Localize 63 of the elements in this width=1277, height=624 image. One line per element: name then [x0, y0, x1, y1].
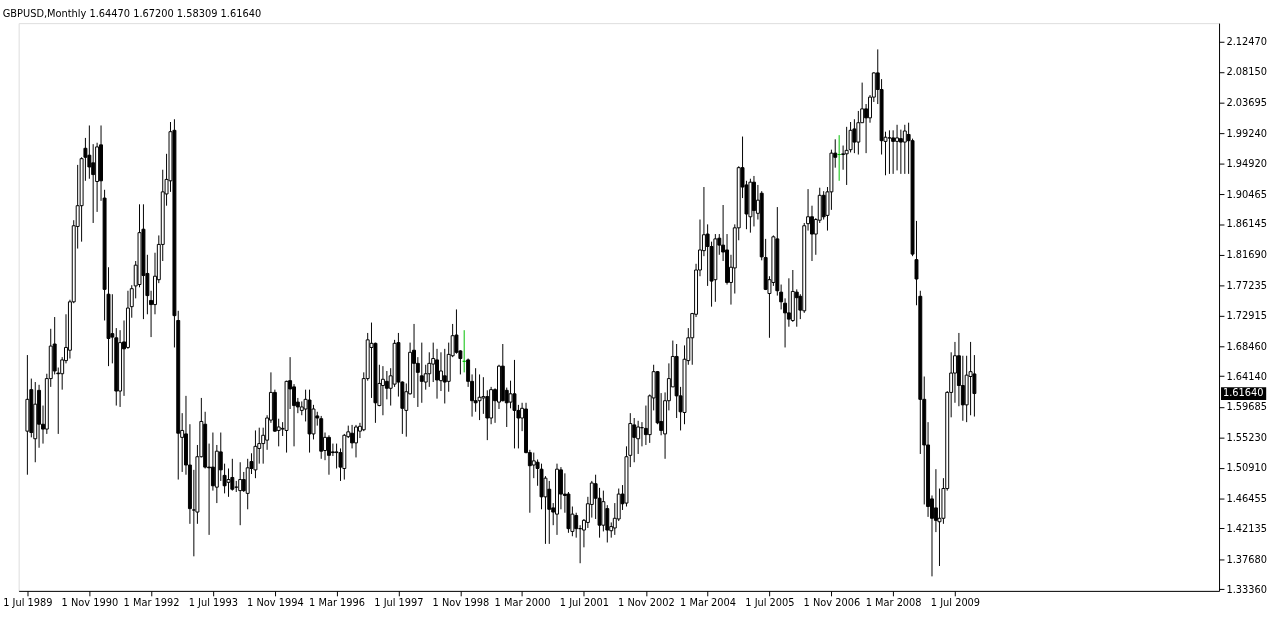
- x-tick-label: 1 Mar 2004: [680, 597, 737, 609]
- y-tick-label: 1.46455: [1226, 492, 1267, 504]
- candlestick: [891, 129, 896, 175]
- x-tick-label: 1 Jul 2009: [930, 597, 981, 609]
- candlestick: [87, 124, 92, 180]
- y-tick-label: 1.99240: [1226, 127, 1267, 139]
- candlestick: [327, 434, 331, 476]
- chart-title: GBPUSD,Monthly 1.64470 1.67200 1.58309 1.61640: [2, 8, 262, 20]
- x-tick-label: 1 Nov 2002: [618, 597, 675, 609]
- x-tick-label: 1 Jul 1993: [188, 597, 239, 609]
- y-tick-label: 1.42135: [1226, 522, 1267, 534]
- candlestick: [508, 380, 513, 409]
- candlestick: [354, 424, 358, 458]
- candlestick: [856, 110, 861, 156]
- candlestick: [844, 126, 849, 186]
- candlestick: [601, 490, 606, 532]
- y-tick-label: 1.55230: [1226, 432, 1267, 444]
- candlestick: [427, 351, 432, 388]
- candlestick: [794, 288, 799, 328]
- x-tick-label: 1 Jul 2001: [559, 597, 610, 609]
- text: 1.61640: [1222, 387, 1264, 399]
- candlestick: [238, 461, 243, 526]
- x-tick-label: 1 Jul 2005: [745, 597, 795, 609]
- y-tick-label: 1.81690: [1226, 249, 1267, 261]
- candlestick: [350, 424, 355, 449]
- x-tick-label: 1 Nov 1990: [61, 597, 119, 609]
- candlestick: [887, 129, 892, 175]
- candlestick: [547, 480, 552, 545]
- y-tick-label: 1.37680: [1226, 553, 1267, 565]
- candlestick: [902, 124, 907, 175]
- candlestick: [241, 471, 246, 493]
- x-tick-label: 1 Jul 1989: [3, 597, 53, 609]
- x-tick-label: 1 Mar 2008: [865, 597, 922, 609]
- y-tick-label: 2.03695: [1226, 97, 1267, 109]
- y-tick-label: 1.94920: [1226, 157, 1267, 169]
- candlestick: [632, 417, 637, 463]
- y-tick-label: 1.77235: [1226, 280, 1267, 292]
- x-tick-label: 1 Jul 1997: [374, 597, 424, 609]
- y-tick-label: 1.50910: [1226, 462, 1267, 474]
- y-tick-label: 2.12470: [1226, 36, 1267, 48]
- y-tick-label: 1.72915: [1226, 309, 1267, 321]
- candlestick: [253, 429, 258, 479]
- x-tick-label: 1 Nov 2006: [803, 597, 861, 609]
- y-tick-label: 1.33360: [1226, 583, 1267, 595]
- candlestick: [895, 124, 900, 171]
- candlestick: [226, 468, 231, 498]
- y-tick-label: 1.90465: [1226, 188, 1267, 200]
- x-tick-label: 1 Nov 1998: [432, 597, 490, 609]
- candlestick: [898, 129, 903, 175]
- y-tick-label: 1.64140: [1226, 370, 1267, 382]
- y-tick-label: 1.59685: [1226, 401, 1267, 413]
- y-tick-label: 1.68460: [1226, 340, 1267, 352]
- x-tick-label: 1 Mar 1992: [123, 597, 180, 609]
- x-tick-label: 1 Nov 1994: [247, 597, 304, 609]
- candlestick: [380, 365, 385, 416]
- candlestick: [454, 308, 459, 355]
- x-tick-label: 1 Mar 2000: [494, 597, 551, 609]
- candlestick: [512, 359, 517, 449]
- y-tick-label: 2.08150: [1226, 66, 1267, 78]
- y-tick-label: 1.86145: [1226, 218, 1267, 230]
- candlestick: [852, 118, 857, 154]
- candlestick: [419, 342, 424, 404]
- x-tick-label: 1 Mar 1996: [309, 597, 366, 609]
